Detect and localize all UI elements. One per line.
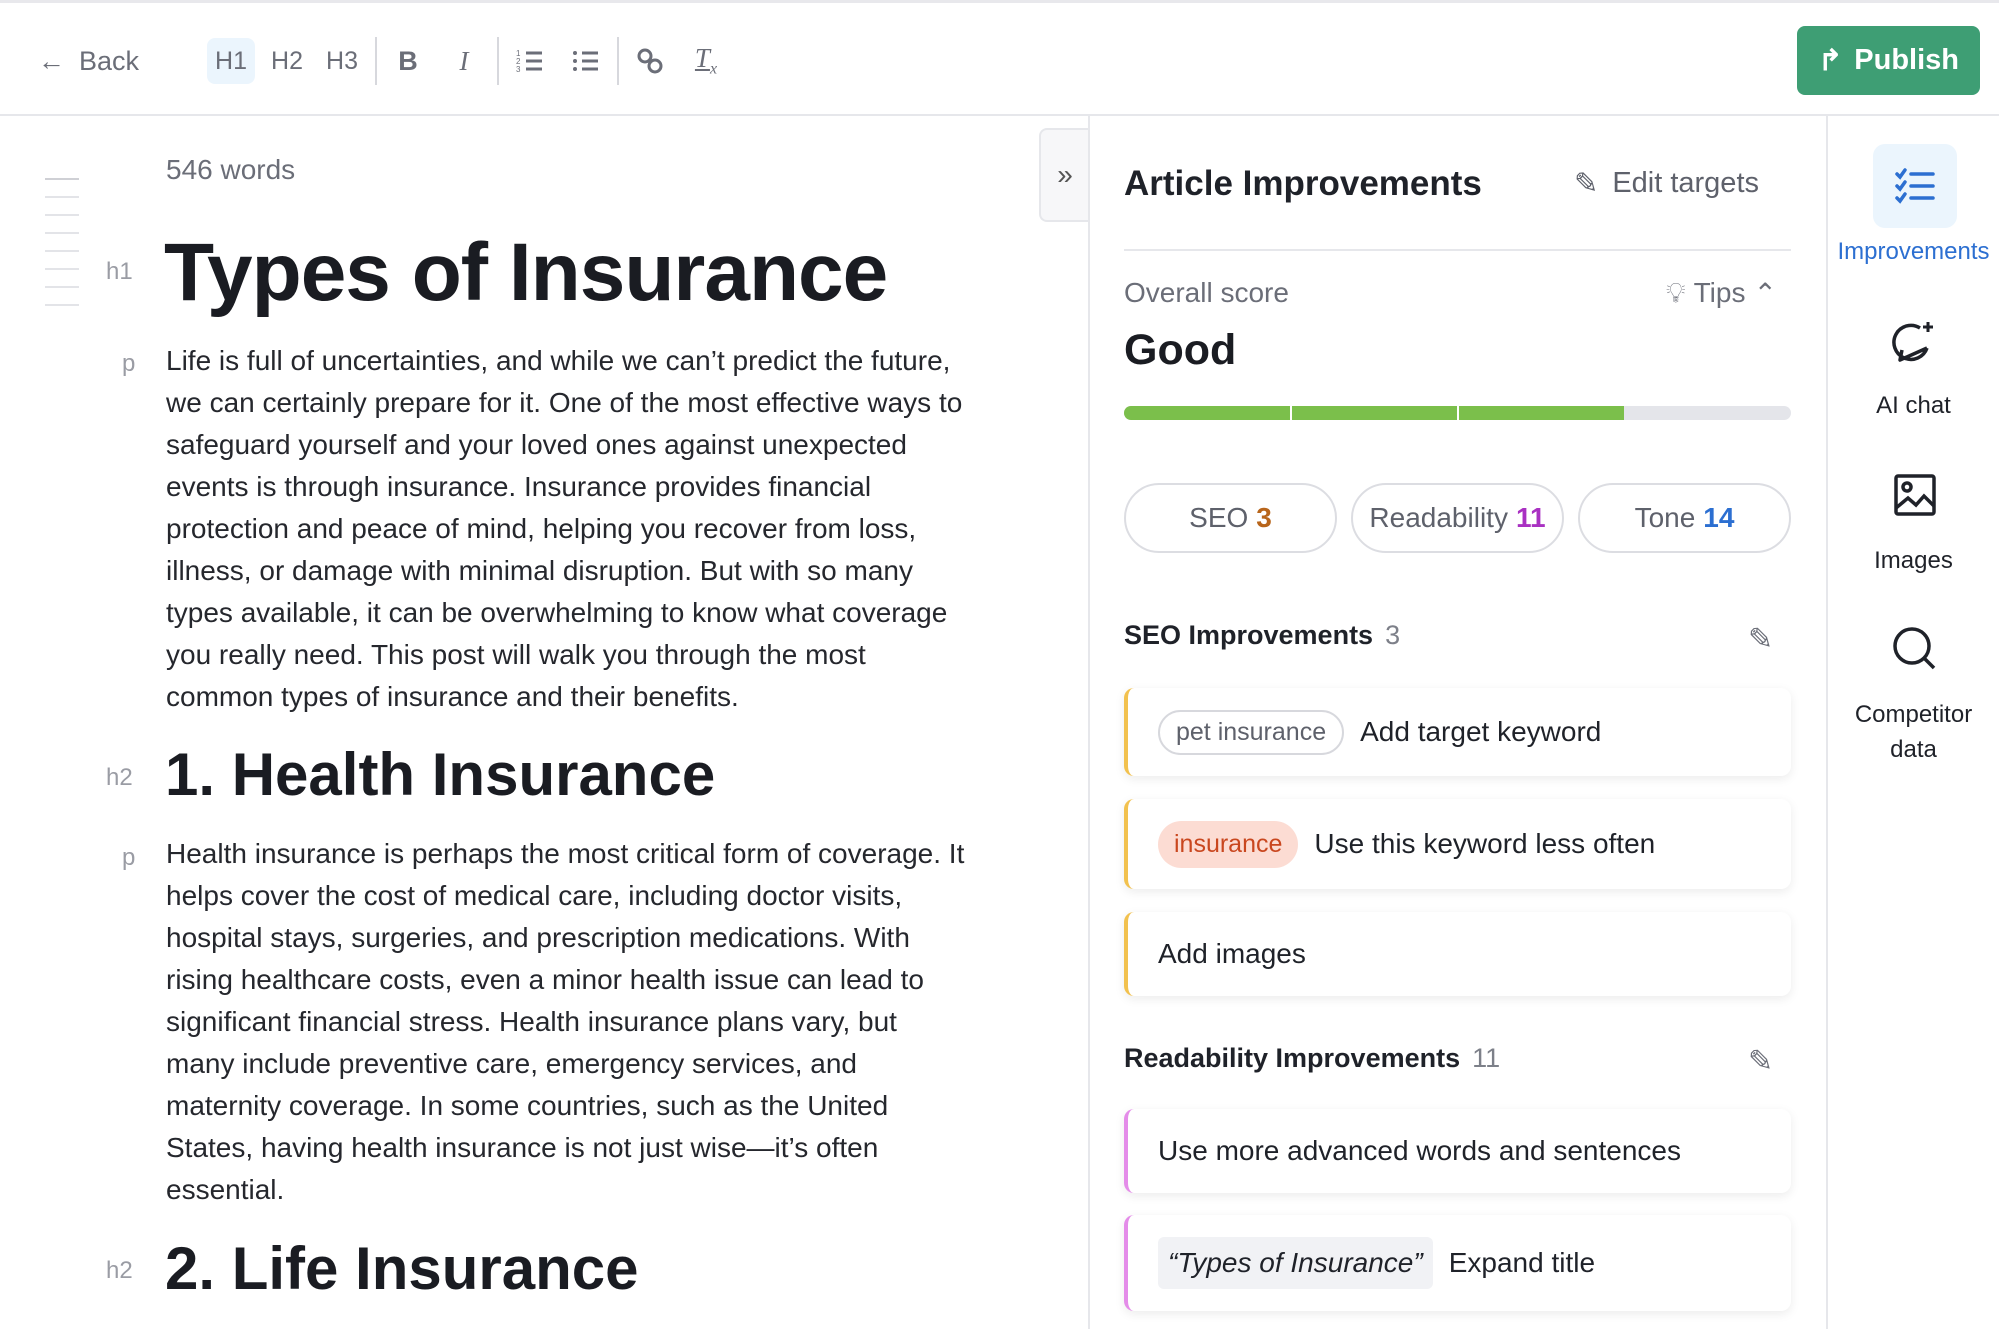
heading-3-button[interactable]: H3: [326, 46, 358, 75]
paragraph-line: illness, or damage with minimal disrupti…: [166, 555, 913, 586]
chevron-up-icon: ⌃: [1753, 278, 1777, 309]
paragraph-line: Health insurance is perhaps the most cri…: [166, 838, 965, 869]
search-icon[interactable]: [1892, 626, 1938, 677]
outline-line[interactable]: [45, 178, 79, 180]
editor[interactable]: 546 words h1 Types of Insurance p Life i…: [0, 116, 1088, 1329]
divider: [1124, 249, 1791, 251]
paragraph-line: we can certainly prepare for it. One of …: [166, 387, 963, 418]
checklist-icon: [1895, 168, 1935, 204]
pencil-icon: ✎: [1574, 168, 1599, 200]
outline-line[interactable]: [45, 232, 79, 234]
bullet-list-icon: [573, 51, 598, 71]
paragraph-line: helps cover the cost of medical care, in…: [166, 880, 903, 911]
chevrons-right-icon: »: [1057, 159, 1073, 190]
readability-section-heading: Readability Improvements 11: [1124, 1043, 1501, 1073]
divider: [617, 37, 619, 85]
svg-text:1: 1: [516, 49, 521, 58]
paragraph-intro[interactable]: Life is full of uncertainties, and while…: [166, 340, 962, 718]
word-count: 546 words: [166, 154, 296, 185]
paragraph-line: States, having health insurance is not j…: [166, 1132, 879, 1163]
paragraph-line: Life is full of uncertainties, and while…: [166, 345, 951, 376]
score-progress-bar: [1124, 406, 1791, 420]
edit-targets-button[interactable]: ✎ Edit targets: [1574, 167, 1759, 200]
seo-item-add-keyword[interactable]: pet insurance Add target keyword: [1124, 688, 1791, 776]
outline-line[interactable]: [45, 286, 79, 288]
block-tag-h2: h2: [106, 764, 133, 791]
readability-item-advanced-words[interactable]: Use more advanced words and sentences: [1124, 1109, 1791, 1193]
seo-item-add-images[interactable]: Add images: [1124, 912, 1791, 996]
outline-line[interactable]: [45, 196, 79, 198]
seo-section-heading: SEO Improvements 3: [1124, 620, 1401, 650]
edit-readability-pencil-icon[interactable]: ✎: [1748, 1045, 1774, 1078]
collapse-panel-button[interactable]: »: [1039, 128, 1089, 222]
lightbulb-icon: 💡︎: [1666, 277, 1686, 308]
outline-line[interactable]: [45, 250, 79, 252]
clear-format-button[interactable]: Tx: [686, 41, 726, 81]
svg-text:3: 3: [516, 65, 521, 74]
outline-line[interactable]: [45, 214, 79, 216]
bullet-list-button[interactable]: [566, 41, 606, 81]
paragraph-line: you really need. This post will walk you…: [166, 639, 866, 670]
improvements-panel: [1088, 116, 1828, 1329]
bold-button[interactable]: B: [398, 45, 418, 76]
paragraph-line: safeguard yourself and your loved ones a…: [166, 429, 907, 460]
ai-chat-icon[interactable]: [1890, 320, 1938, 371]
paragraph-line: maternity coverage. In some countries, s…: [166, 1090, 889, 1121]
paragraph-line: events is through insurance. Insurance p…: [166, 471, 872, 502]
share-arrow-icon: ↱: [1817, 45, 1843, 77]
edit-seo-pencil-icon[interactable]: ✎: [1748, 623, 1774, 656]
improvements-tab-label[interactable]: Improvements: [1837, 238, 1990, 265]
divider: [375, 37, 377, 85]
outline-line[interactable]: [45, 268, 79, 270]
paragraph-line: types available, it can be overwhelming …: [166, 597, 948, 628]
paragraph-line: many include preventive care, emergency …: [166, 1048, 858, 1079]
readability-pill[interactable]: Readability 11: [1351, 483, 1564, 553]
ai-chat-tab-label[interactable]: AI chat: [1876, 392, 1951, 419]
heading-2-button[interactable]: H2: [271, 46, 303, 75]
paragraph-line: significant financial stress. Health ins…: [166, 1006, 897, 1037]
images-icon[interactable]: [1894, 474, 1936, 521]
paragraph-line: essential.: [166, 1174, 285, 1205]
panel-title: Article Improvements: [1124, 164, 1482, 203]
divider: [497, 37, 499, 85]
back-button[interactable]: ← Back: [38, 45, 140, 76]
italic-button[interactable]: I: [459, 45, 469, 76]
ordered-list-icon: 123: [516, 49, 542, 74]
publish-button[interactable]: ↱ Publish: [1797, 26, 1980, 95]
paragraph-line: rising healthcare costs, even a minor he…: [166, 964, 924, 995]
block-tag-h2: h2: [106, 1257, 133, 1284]
seo-item-keyword-less-often[interactable]: insurance Use this keyword less often: [1124, 799, 1791, 889]
tips-toggle[interactable]: 💡︎ Tips ⌃: [1666, 277, 1777, 309]
paragraph-line: hospital stays, surgeries, and prescript…: [166, 922, 910, 953]
arrow-left-icon: ←: [38, 45, 65, 76]
readability-item-expand-title[interactable]: “Types of Insurance” Expand title: [1124, 1215, 1791, 1311]
score-value: Good: [1124, 326, 1237, 374]
improvements-tab[interactable]: [1873, 144, 1957, 228]
block-tag-p: p: [122, 844, 136, 871]
link-icon: [637, 48, 663, 74]
overall-score-label: Overall score: [1124, 277, 1289, 308]
outline-line[interactable]: [45, 304, 79, 306]
competitor-data-tab-label[interactable]: Competitor data: [1854, 701, 1973, 763]
paragraph-line: common types of insurance and their bene…: [166, 681, 739, 712]
article-title[interactable]: Types of Insurance: [164, 227, 888, 318]
images-tab-label[interactable]: Images: [1874, 547, 1953, 574]
seo-pill[interactable]: SEO 3: [1124, 483, 1337, 553]
paragraph-line: protection and peace of mind, helping yo…: [166, 513, 917, 544]
block-tag-h1: h1: [106, 258, 133, 285]
link-button[interactable]: [630, 41, 670, 81]
svg-text:2: 2: [516, 57, 521, 66]
score-progress-fill: [1124, 406, 1625, 420]
block-tag-p: p: [122, 350, 136, 377]
clear-format-icon: Tx: [694, 43, 718, 78]
paragraph-health[interactable]: Health insurance is perhaps the most cri…: [166, 833, 964, 1211]
heading-1-button[interactable]: H1: [207, 38, 255, 84]
heading-life-insurance[interactable]: 2. Life Insurance: [165, 1235, 639, 1302]
tone-pill[interactable]: Tone 14: [1578, 483, 1791, 553]
heading-health-insurance[interactable]: 1. Health Insurance: [165, 741, 716, 808]
